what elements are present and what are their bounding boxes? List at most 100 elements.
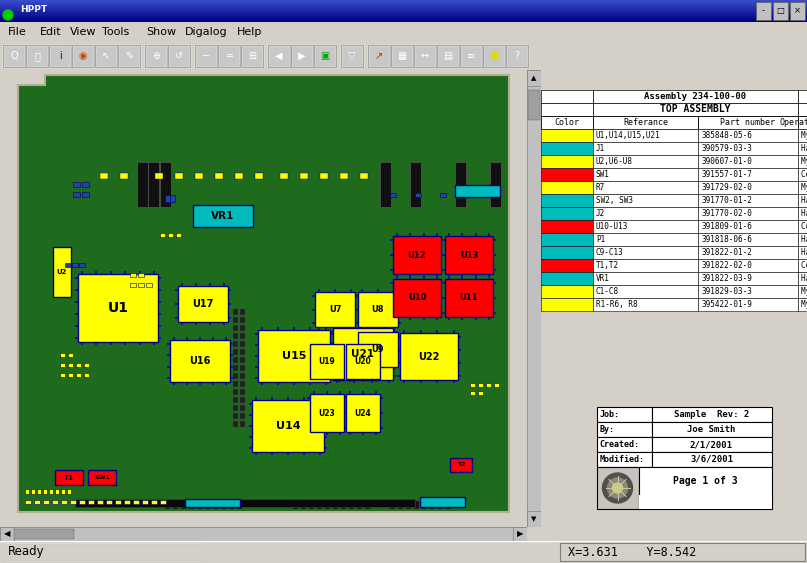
Bar xyxy=(73,192,80,197)
Bar xyxy=(593,103,798,116)
Bar xyxy=(333,328,393,380)
Polygon shape xyxy=(18,75,509,512)
Text: Mydata TP: Mydata TP xyxy=(801,131,807,140)
Bar xyxy=(798,116,807,129)
Text: ▶: ▶ xyxy=(516,529,523,538)
Bar xyxy=(346,394,380,432)
Bar xyxy=(458,375,461,377)
Bar xyxy=(287,397,289,400)
Bar xyxy=(255,344,258,346)
Bar xyxy=(396,274,398,277)
Bar xyxy=(313,391,315,394)
Bar xyxy=(414,501,419,509)
Bar xyxy=(223,322,225,325)
Bar xyxy=(233,317,238,323)
Text: U14: U14 xyxy=(276,421,300,431)
Text: Contact CS400: Contact CS400 xyxy=(801,170,807,179)
Bar xyxy=(798,103,807,116)
Bar xyxy=(153,342,155,345)
Bar xyxy=(72,263,78,267)
Bar xyxy=(638,495,771,509)
Bar xyxy=(541,116,593,129)
Bar xyxy=(441,269,444,271)
Bar xyxy=(178,286,228,322)
Bar xyxy=(493,254,496,256)
Text: ▦: ▦ xyxy=(397,51,407,61)
Bar xyxy=(488,276,490,279)
Bar xyxy=(26,45,48,67)
Bar xyxy=(55,470,83,485)
Text: 391729-02-0: 391729-02-0 xyxy=(701,183,752,192)
Bar xyxy=(330,366,333,368)
Text: U11: U11 xyxy=(460,293,479,302)
Bar xyxy=(398,322,401,324)
Text: 391818-06-6: 391818-06-6 xyxy=(701,235,752,244)
Bar xyxy=(218,45,240,67)
Text: Created:: Created: xyxy=(600,440,639,449)
Bar xyxy=(2,543,202,561)
Bar xyxy=(326,432,328,435)
Bar xyxy=(320,173,328,179)
Bar xyxy=(344,374,347,376)
Bar xyxy=(409,274,412,277)
Text: U20: U20 xyxy=(354,357,371,366)
Bar xyxy=(0,527,14,541)
Bar xyxy=(397,336,400,338)
Bar xyxy=(228,303,231,305)
Bar xyxy=(241,45,263,67)
Text: Operation: Operation xyxy=(780,118,807,127)
Bar xyxy=(330,377,333,379)
Bar xyxy=(475,274,477,277)
Bar xyxy=(330,355,333,357)
Bar xyxy=(393,364,396,366)
Bar xyxy=(506,45,528,67)
Bar xyxy=(541,285,593,298)
Bar xyxy=(124,342,126,345)
Bar xyxy=(75,289,78,291)
Bar xyxy=(0,18,807,19)
Bar xyxy=(324,403,327,405)
Bar xyxy=(380,412,383,414)
Bar xyxy=(60,373,65,377)
Bar xyxy=(336,325,338,328)
Bar xyxy=(255,397,257,400)
Bar xyxy=(436,233,438,236)
Bar xyxy=(798,207,807,220)
Bar xyxy=(339,391,341,394)
Bar xyxy=(361,289,363,292)
Bar xyxy=(448,317,450,320)
Text: ↺: ↺ xyxy=(175,51,183,61)
Text: U15: U15 xyxy=(282,351,306,361)
Bar xyxy=(249,425,252,427)
Bar xyxy=(223,283,225,286)
Bar xyxy=(593,155,698,168)
Bar xyxy=(448,274,450,277)
Bar xyxy=(0,12,807,13)
Bar xyxy=(0,8,807,9)
Text: 391770-02-0: 391770-02-0 xyxy=(701,209,752,218)
Bar xyxy=(397,362,400,364)
Text: ◀: ◀ xyxy=(4,529,10,538)
Bar xyxy=(160,233,165,237)
Text: 390607-01-0: 390607-01-0 xyxy=(701,157,752,166)
Bar xyxy=(362,432,364,435)
Bar xyxy=(233,397,238,403)
Bar xyxy=(355,322,358,324)
Bar xyxy=(423,233,424,236)
Bar xyxy=(60,353,65,357)
Bar xyxy=(593,194,698,207)
Bar xyxy=(343,412,346,414)
Bar xyxy=(240,349,245,355)
Bar xyxy=(370,325,373,328)
Text: Assembly 234-100-00: Assembly 234-100-00 xyxy=(645,92,746,101)
Bar xyxy=(225,337,227,340)
Text: U8: U8 xyxy=(372,305,384,314)
Bar xyxy=(195,45,217,67)
Bar xyxy=(230,365,233,368)
Bar xyxy=(293,382,295,385)
Bar xyxy=(541,168,593,181)
Bar xyxy=(377,289,379,292)
Bar xyxy=(307,374,310,376)
Bar xyxy=(377,367,379,370)
Bar xyxy=(312,295,315,297)
